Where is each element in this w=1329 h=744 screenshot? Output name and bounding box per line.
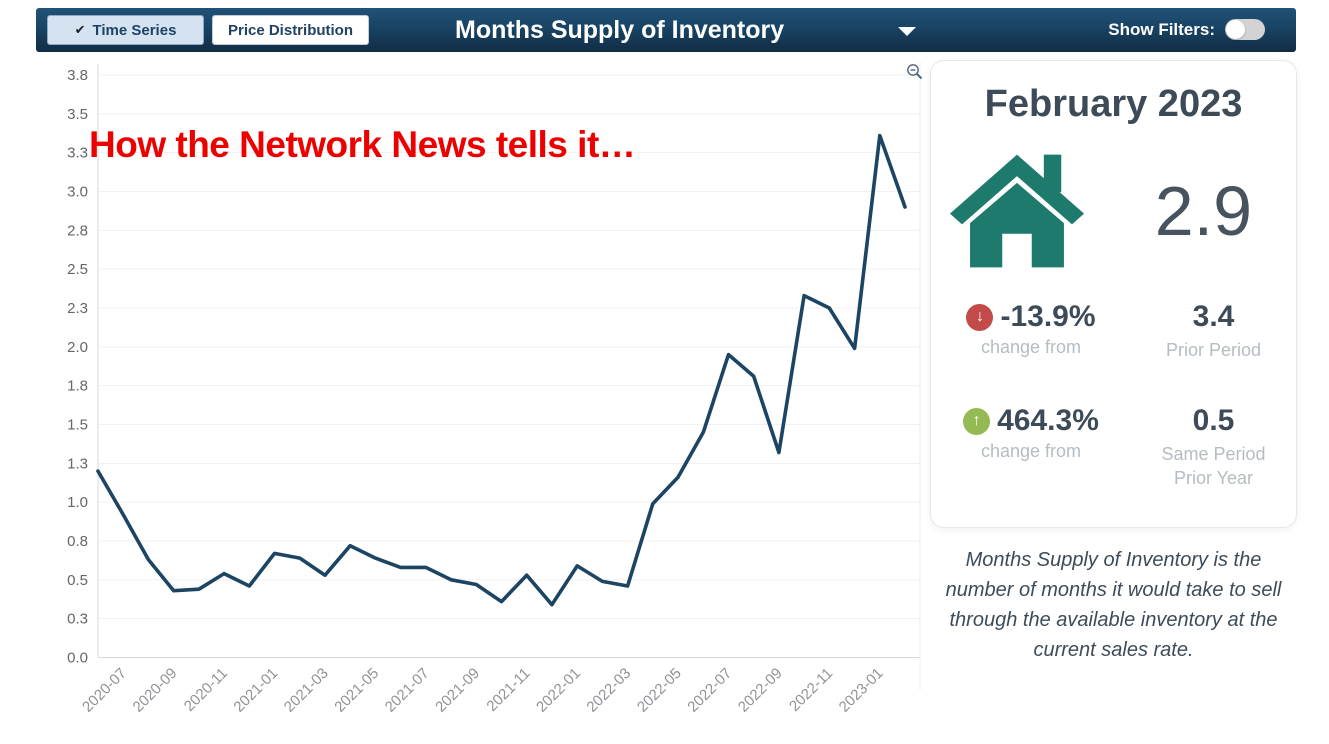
metric-selector-title[interactable]: Months Supply of Inventory [455, 16, 785, 44]
x-axis-tick-label: 2021-09 [432, 665, 483, 716]
y-axis-tick-label: 2.5 [67, 261, 88, 278]
arrow-down-circle-icon: ↓ [966, 303, 994, 331]
stat-caption: change from [980, 441, 1082, 462]
x-axis-tick-label: 2021-11 [483, 665, 533, 715]
house-icon [949, 154, 1085, 268]
y-axis-tick-label: 3.3 [67, 145, 88, 162]
toggle-knob [1226, 20, 1245, 39]
y-axis-tick-label: 1.3 [67, 455, 88, 472]
arrow-down-glyph: ↓ [975, 308, 984, 325]
period-title: February 2023 [984, 83, 1243, 125]
y-axis-tick-label: 1.8 [67, 378, 88, 395]
reset-zoom-icon[interactable] [906, 63, 924, 81]
y-axis-tick-label: 1.0 [67, 494, 88, 511]
navbar: ✔ Time Series Price Distribution Months … [36, 8, 1296, 52]
x-axis-tick-label: 2022-01 [533, 665, 584, 716]
x-axis-tick-label: 2020-09 [130, 665, 181, 716]
stat-percent: -13.9% [1000, 300, 1096, 333]
arrow-up-circle-icon: ↑ [963, 407, 991, 435]
current-value: 2.9 [1154, 172, 1252, 250]
y-axis-tick-label: 3.8 [67, 67, 88, 84]
annotation-overlay-text: How the Network News tells it… [89, 124, 636, 165]
summary-card: February 2023 2.9 ↓ -13.9% change from 3… [930, 60, 1297, 528]
chevron-down-icon[interactable] [898, 27, 916, 36]
metric-description: Months Supply of Inventory is the number… [945, 549, 1282, 661]
series-line [96, 133, 907, 607]
stat-percent: 464.3% [997, 404, 1099, 438]
x-axis-tick-label: 2022-05 [634, 665, 685, 716]
y-axis-tick-label: 0.0 [67, 650, 88, 667]
compare-label: Same Period Prior Year [1161, 444, 1266, 488]
compare-value: 3.4 [1192, 300, 1235, 333]
show-filters-label: Show Filters: [1108, 19, 1215, 39]
x-axis-tick-label: 2021-03 [281, 665, 332, 716]
stat-prior-period-value: 3.4 Prior Period [1131, 300, 1296, 362]
x-axis-tick-label: 2023-01 [836, 665, 887, 716]
y-axis-tick-label: 0.5 [67, 572, 88, 589]
y-axis-tick-label: 2.3 [67, 300, 88, 317]
x-axis-tick-label: 2022-11 [786, 665, 836, 715]
compare-label: Prior Period [1165, 340, 1262, 360]
y-axis-tick-label: 3.0 [67, 184, 88, 201]
y-axis-tick-label: 2.0 [67, 339, 88, 356]
y-axis-tick-label: 3.5 [67, 106, 88, 123]
y-axis-tick-label: 1.5 [67, 417, 88, 434]
stat-prior-year-change: ↑ 464.3% change from [931, 404, 1131, 490]
x-axis-tick-label: 2021-05 [331, 665, 382, 716]
stat-caption: change from [980, 337, 1082, 357]
y-axis-tick-label: 0.8 [67, 533, 88, 550]
tab-price-distribution[interactable]: Price Distribution [212, 15, 369, 45]
x-axis-tick-label: 2022-03 [583, 665, 634, 716]
arrow-up-glyph: ↑ [972, 412, 981, 430]
y-axis-tick-label: 0.3 [67, 611, 88, 628]
x-axis-tick-label: 2021-07 [382, 665, 433, 716]
compare-value: 0.5 [1192, 404, 1235, 438]
tab-time-series[interactable]: ✔ Time Series [47, 15, 204, 45]
x-axis-tick-label: 2022-09 [735, 665, 786, 716]
tab-price-distribution-label: Price Distribution [227, 21, 354, 39]
stat-prior-year-value: 0.5 Same Period Prior Year [1131, 404, 1296, 490]
stat-prior-period-change: ↓ -13.9% change from [931, 300, 1131, 362]
tab-time-series-label: Time Series [92, 21, 177, 39]
x-axis-tick-label: 2022-07 [684, 665, 735, 716]
check-icon: ✔ [74, 22, 86, 37]
y-axis-tick-label: 2.8 [67, 222, 88, 239]
x-axis-tick-label: 2020-07 [79, 665, 130, 716]
x-axis-tick-label: 2020-11 [181, 665, 231, 715]
x-axis-tick-label: 2021-01 [230, 665, 281, 716]
show-filters-toggle[interactable] [1225, 19, 1265, 40]
